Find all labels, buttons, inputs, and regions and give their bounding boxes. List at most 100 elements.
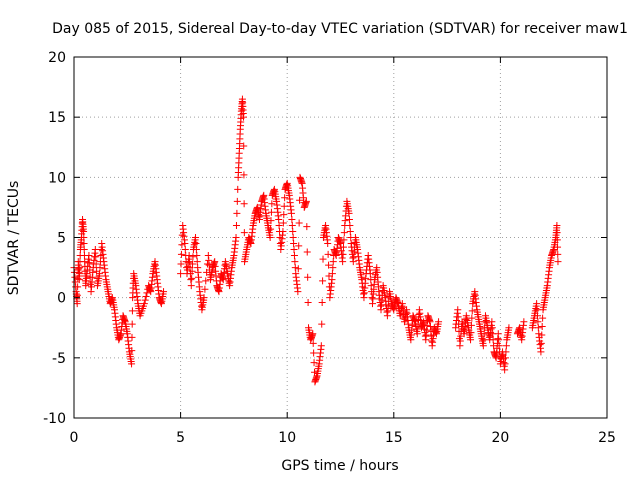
data-point: [553, 236, 561, 244]
data-point: [303, 248, 311, 256]
y-tick-label: 20: [48, 50, 66, 66]
data-point: [304, 273, 312, 281]
data-point: [502, 342, 510, 350]
data-point: [73, 300, 81, 308]
data-point: [553, 229, 561, 237]
data-point: [128, 320, 136, 328]
data-point: [468, 314, 476, 322]
data-point: [75, 276, 83, 284]
data-point: [80, 246, 88, 254]
data-point: [290, 240, 298, 248]
data-point: [234, 185, 242, 193]
y-tick-label: -5: [52, 351, 66, 367]
data-point: [267, 208, 275, 216]
data-point: [142, 292, 150, 300]
data-point: [266, 234, 274, 241]
data-point: [329, 264, 337, 272]
data-point: [92, 253, 100, 261]
data-point: [267, 217, 275, 225]
data-point: [339, 250, 347, 258]
data-point: [303, 223, 311, 231]
data-point: [186, 264, 194, 272]
data-point: [85, 252, 93, 260]
data-point: [302, 197, 310, 205]
data-point: [192, 240, 200, 248]
x-tick-label: 10: [278, 430, 296, 446]
data-point: [296, 196, 304, 204]
chart-title: Day 085 of 2015, Sidereal Day-to-day VTE…: [52, 21, 628, 37]
data-point: [318, 298, 326, 306]
data-point: [309, 339, 317, 347]
data-point: [534, 318, 542, 326]
data-point: [366, 270, 374, 278]
y-axis-label: SDTVAR / TECUs: [6, 181, 22, 296]
data-point: [533, 312, 541, 320]
x-tick-label: 5: [176, 430, 185, 446]
data-point: [328, 270, 336, 278]
x-tick-label: 25: [598, 430, 616, 446]
x-axis-label: GPS time / hours: [281, 458, 398, 474]
data-point: [187, 276, 195, 284]
data-point: [280, 202, 288, 210]
data-point: [200, 294, 208, 302]
data-point: [340, 229, 348, 237]
data-point: [325, 261, 333, 269]
data-point: [554, 258, 562, 266]
data-point: [85, 259, 93, 267]
data-point: [454, 306, 462, 314]
data-point: [520, 318, 528, 326]
data-point: [177, 270, 185, 278]
data-point: [128, 360, 136, 368]
data-point: [329, 258, 337, 266]
data-point: [533, 306, 541, 314]
data-point: [279, 219, 287, 227]
data-point: [92, 260, 100, 268]
data-point: [467, 336, 475, 344]
data-point: [289, 227, 297, 235]
data-point: [193, 258, 201, 266]
data-point: [287, 209, 295, 217]
data-point: [505, 324, 513, 332]
data-point: [319, 277, 327, 285]
data-point: [467, 329, 475, 337]
data-point: [192, 246, 200, 254]
y-tick-label: 15: [48, 110, 66, 126]
data-point: [467, 321, 475, 329]
data-point: [294, 265, 302, 273]
data-point: [495, 342, 503, 350]
data-point: [480, 330, 488, 338]
data-point: [495, 336, 503, 344]
data-point: [538, 323, 546, 331]
data-point: [188, 267, 196, 275]
data-point: [202, 277, 210, 285]
data-point: [288, 221, 296, 229]
data-point: [275, 215, 283, 223]
y-tick-label: 0: [57, 291, 66, 307]
data-point: [501, 360, 509, 368]
data-point: [291, 258, 299, 266]
data-point: [76, 270, 84, 278]
data-point: [177, 260, 185, 268]
data-point: [481, 318, 489, 326]
grid-layer: [74, 57, 607, 418]
data-point: [181, 240, 189, 248]
data-point: [554, 250, 562, 258]
data-point: [289, 234, 297, 241]
data-point: [488, 324, 496, 332]
data-point: [324, 250, 332, 258]
data-point: [240, 171, 248, 179]
data-points: [70, 95, 562, 386]
x-tick-label: 0: [70, 430, 79, 446]
data-point: [96, 270, 104, 278]
data-point: [232, 234, 240, 241]
data-point: [128, 307, 136, 315]
x-tick-labels: 0 5 10 15 20 25: [70, 430, 616, 446]
data-point: [128, 333, 136, 341]
data-point: [324, 240, 332, 248]
data-point: [367, 282, 375, 290]
data-point: [295, 219, 303, 227]
data-point: [240, 200, 248, 208]
data-point: [128, 347, 136, 355]
data-point: [537, 339, 545, 347]
